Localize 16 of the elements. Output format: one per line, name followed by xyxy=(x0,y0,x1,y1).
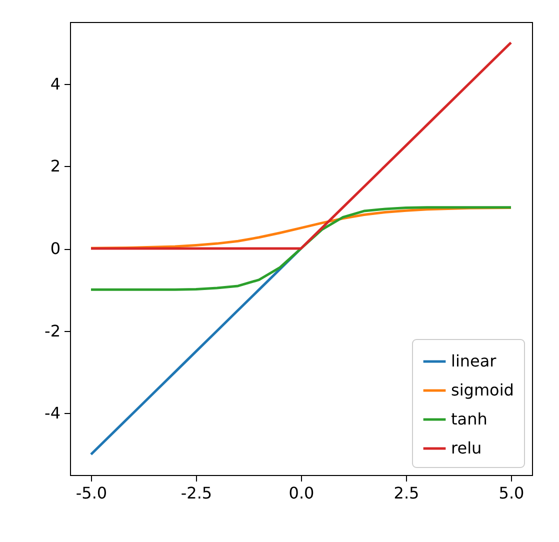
legend-label: linear xyxy=(451,352,497,370)
line-series xyxy=(90,206,512,291)
x-tick-label: -5.0 xyxy=(76,484,108,502)
x-tick-label: 5.0 xyxy=(498,484,524,502)
x-tick-label: 2.5 xyxy=(394,484,420,502)
line-series xyxy=(90,41,512,250)
legend-label: relu xyxy=(451,438,482,458)
x-tick-label: -2.5 xyxy=(180,484,212,502)
y-tick-label: 0 xyxy=(50,239,60,258)
y-tick-label: -4 xyxy=(44,404,60,423)
y-tick-label: 4 xyxy=(50,74,60,94)
y-tick-label: -2 xyxy=(44,321,60,340)
legend-label: tanh xyxy=(451,410,488,428)
x-tick-label: 0.0 xyxy=(288,484,314,502)
legend-label: sigmoid xyxy=(451,380,514,400)
y-tick-label: 2 xyxy=(50,156,60,176)
